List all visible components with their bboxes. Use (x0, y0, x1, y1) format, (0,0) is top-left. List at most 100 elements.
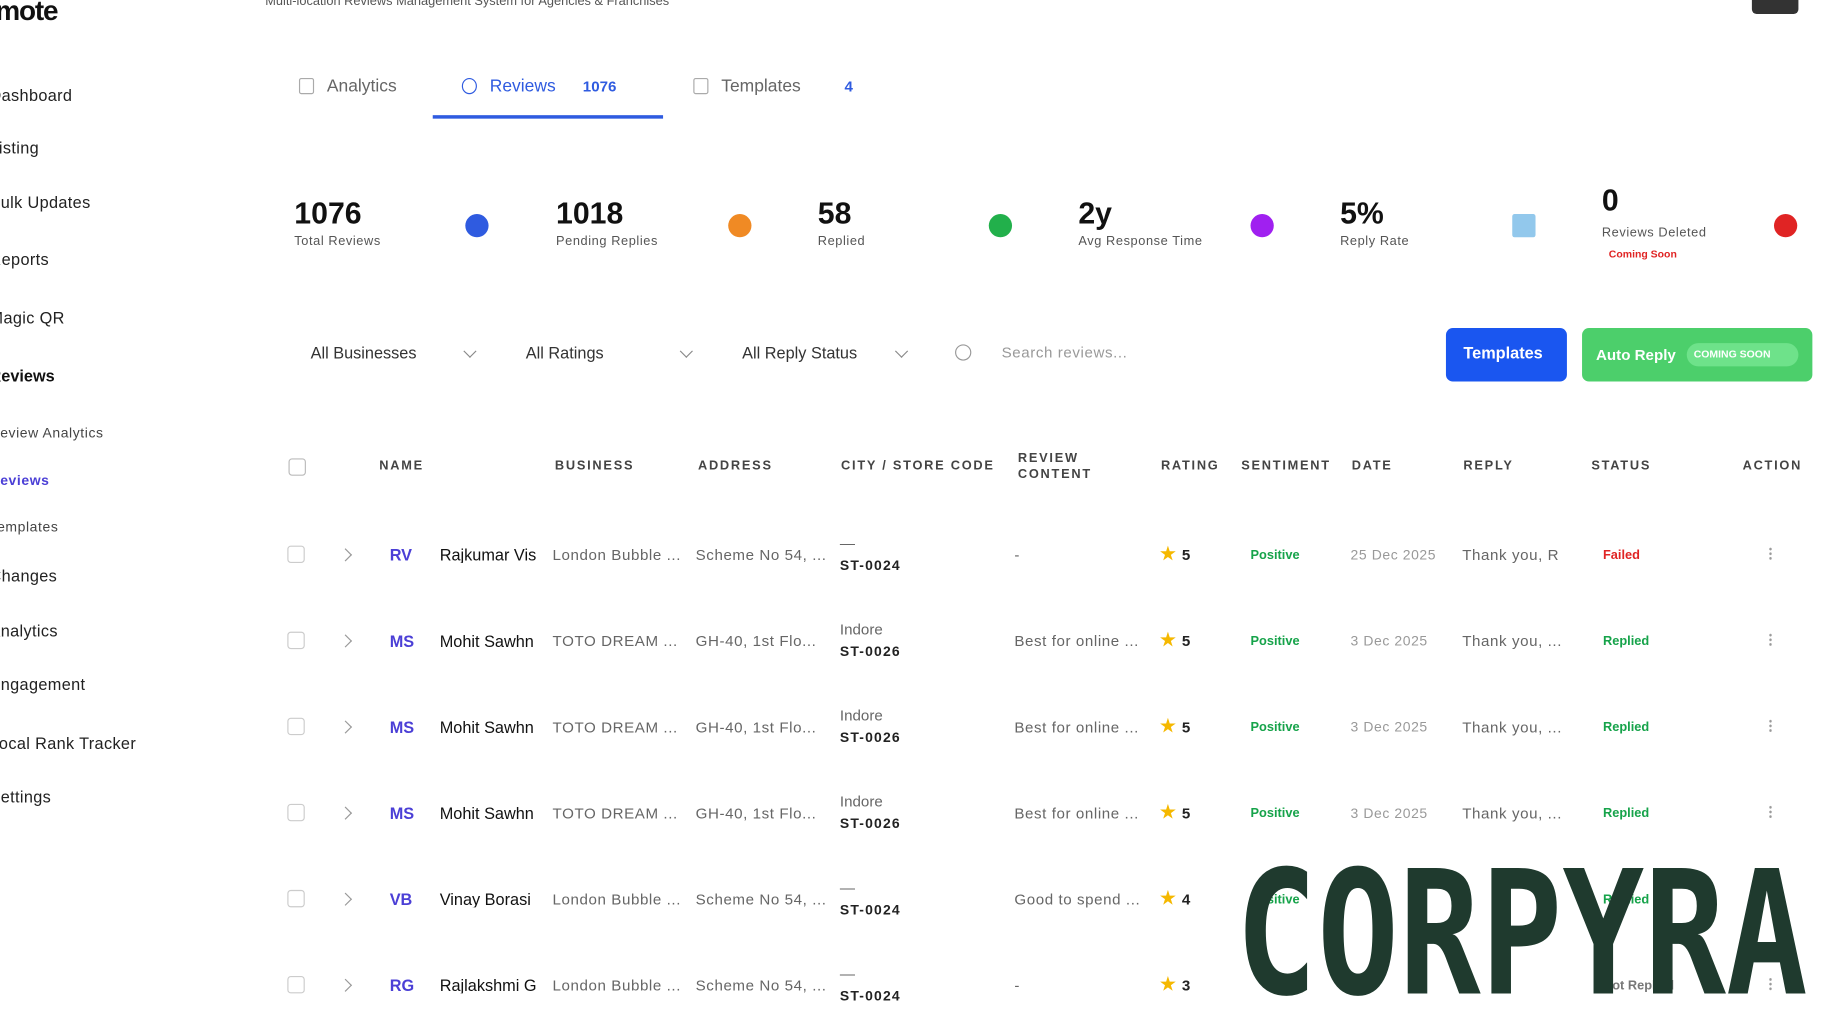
store-code: ST-0026 (839, 815, 901, 832)
business: TOTO DREAM ... (552, 632, 678, 650)
sidebar-item[interactable]: Magic QR (0, 308, 65, 327)
tab[interactable]: Analytics (326, 76, 397, 96)
column-header: REPLY (1463, 458, 1514, 473)
stat-label: Reviews Deleted (1601, 226, 1707, 241)
tab[interactable]: Templates (721, 76, 801, 96)
date: 3 Dec 2025 (1350, 804, 1428, 822)
sidebar-item[interactable]: Analytics (0, 621, 58, 640)
button-label[interactable]: Templates (1463, 343, 1543, 362)
avatar-initials: MS (389, 631, 415, 651)
templates-button[interactable] (1445, 328, 1567, 382)
address: Scheme No 54, ... (695, 976, 827, 995)
avatar[interactable] (1751, 0, 1799, 14)
address: GH-40, 1st Flo... (695, 718, 817, 736)
avatar-initials: MS (389, 803, 415, 823)
city: — (839, 878, 856, 897)
rating: 5 (1181, 804, 1191, 822)
action-menu[interactable] (1769, 546, 1772, 561)
city: Indore (839, 620, 883, 639)
filter-dropdown[interactable]: All Reply Status (742, 343, 858, 362)
store-code: ST-0024 (839, 987, 901, 1004)
reviewer-name: Vinay Borasi (439, 891, 531, 908)
status: Not Replied (1602, 978, 1675, 993)
expand-chevron[interactable] (338, 548, 353, 562)
tab-underline (432, 115, 664, 119)
stat-value: 58 (817, 195, 852, 231)
filter-dropdown[interactable]: All Businesses (310, 343, 417, 362)
review-content: - (1014, 976, 1021, 995)
filter-dropdown[interactable]: All Ratings (525, 343, 604, 362)
stat-icon (465, 214, 489, 238)
checkbox[interactable] (287, 717, 305, 736)
expand-chevron[interactable] (338, 806, 353, 820)
date: 3 Dec 2025 (1350, 718, 1428, 736)
business: London Bubble ... (552, 976, 682, 995)
checkbox[interactable] (287, 803, 305, 822)
button-label[interactable]: Auto Reply (1596, 346, 1676, 364)
expand-chevron[interactable] (338, 978, 353, 992)
checkbox[interactable] (288, 458, 306, 476)
expand-chevron[interactable] (338, 720, 353, 734)
date: 3 Dec 2025 (1350, 632, 1428, 650)
checkbox[interactable] (287, 889, 305, 908)
sidebar-item[interactable]: Reviews (0, 472, 50, 489)
tab-icon (461, 77, 477, 95)
review-content: Best for online ... (1014, 718, 1139, 736)
address: GH-40, 1st Flo... (695, 632, 817, 650)
star-icon (1160, 545, 1176, 561)
address: GH-40, 1st Flo... (695, 804, 817, 822)
column-header: STATUS (1591, 458, 1652, 473)
sidebar-item[interactable]: Dashboard (0, 86, 73, 105)
action-menu[interactable] (1769, 718, 1772, 733)
sentiment: Positive (1250, 892, 1300, 907)
sentiment: Positive (1250, 720, 1300, 735)
sidebar-item[interactable]: Listing (0, 138, 40, 158)
stat-value: 2y (1078, 195, 1112, 231)
avatar-initials: MS (389, 717, 415, 737)
action-menu[interactable] (1769, 977, 1772, 992)
store-code: ST-0026 (839, 729, 901, 746)
review-content: - (1014, 546, 1021, 564)
tab-icon (693, 77, 709, 95)
search-input[interactable]: Search reviews... (1001, 343, 1128, 362)
store-code: ST-0024 (839, 557, 901, 574)
sidebar-item[interactable]: Reports (0, 250, 50, 269)
stat-note: Coming Soon (1608, 248, 1677, 260)
column-header: CITY / STORE CODE (841, 458, 995, 473)
checkbox[interactable] (287, 545, 305, 564)
store-code: ST-0024 (839, 901, 901, 918)
city: — (839, 534, 856, 552)
tab-count: 4 (844, 77, 853, 95)
rating: 4 (1181, 890, 1191, 908)
business: London Bubble ... (552, 890, 682, 908)
sidebar-item[interactable]: Bulk Updates (0, 193, 91, 212)
expand-chevron[interactable] (338, 892, 353, 906)
stat-value: 5% (1340, 195, 1384, 231)
status: Failed (1602, 548, 1640, 563)
dropdown-caret (463, 344, 477, 358)
action-menu[interactable] (1769, 891, 1772, 906)
sidebar-item[interactable]: Templates (0, 518, 59, 536)
dropdown-caret (894, 344, 909, 358)
tab[interactable]: Reviews (489, 76, 556, 96)
expand-chevron[interactable] (338, 634, 353, 648)
checkbox[interactable] (287, 631, 305, 650)
column-header: REVIEW CONTENT (1017, 451, 1092, 482)
sidebar-item[interactable]: Changes (0, 566, 58, 586)
sentiment: Positive (1250, 806, 1300, 821)
sidebar-item[interactable]: Engagement (0, 674, 86, 694)
watermark-layer: CORPYRA (1235, 858, 1807, 1009)
search-icon (955, 344, 972, 361)
sidebar-item[interactable]: Reviews (0, 366, 55, 386)
sidebar-item[interactable]: Local Rank Tracker (0, 734, 137, 753)
sidebar-item[interactable]: Review Analytics (0, 424, 104, 441)
reviewer-name: Rajlakshmi G (439, 977, 537, 994)
column-header: RATING (1160, 458, 1220, 473)
column-header: SENTIMENT (1241, 458, 1331, 473)
rating: 5 (1181, 718, 1191, 736)
status: Replied (1602, 806, 1650, 821)
checkbox[interactable] (287, 975, 305, 994)
action-menu[interactable] (1769, 632, 1772, 647)
sidebar-item[interactable]: Settings (0, 787, 52, 807)
action-menu[interactable] (1769, 804, 1772, 819)
